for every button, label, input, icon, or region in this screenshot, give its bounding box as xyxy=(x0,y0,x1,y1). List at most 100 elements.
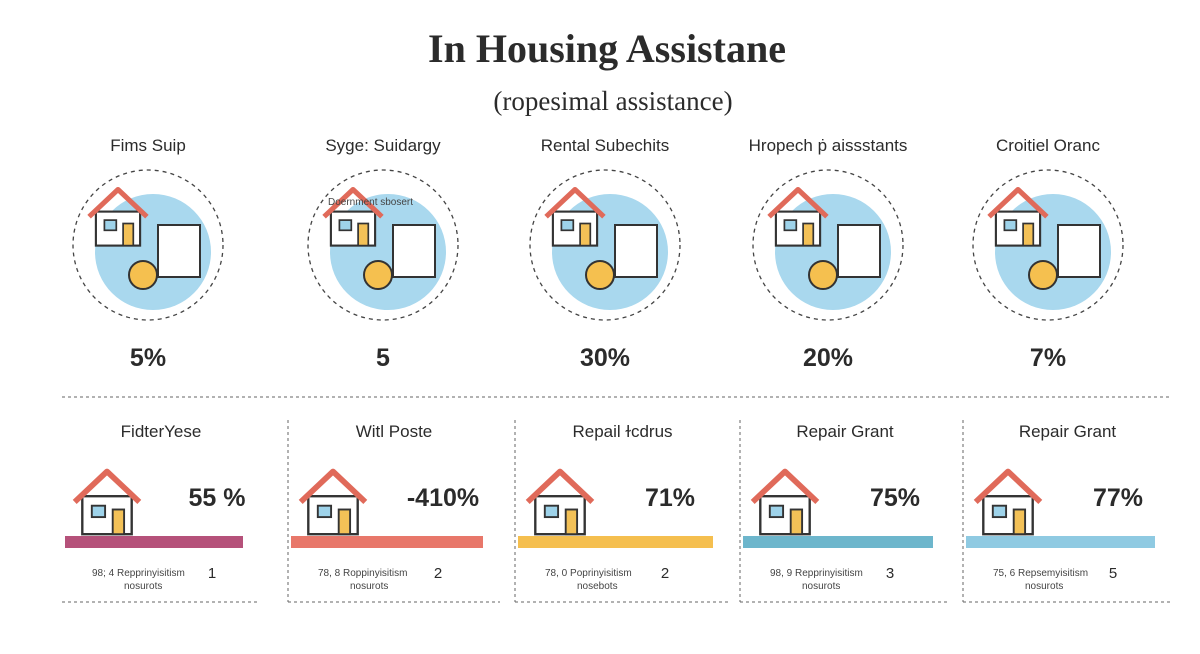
card-note: 78, 0 Poprinyisitism xyxy=(545,568,632,579)
card-note: 98; 4 Repprinyisitism xyxy=(92,568,185,579)
item-value: 30% xyxy=(580,344,630,372)
item-value: 7% xyxy=(1030,344,1066,372)
item-label: Fims Suip xyxy=(110,136,186,155)
card-label: FidterYese xyxy=(121,422,202,441)
card-value: 71% xyxy=(645,484,695,512)
card-value: 75% xyxy=(870,484,920,512)
card-house-icon xyxy=(525,468,595,536)
card-note: nosurots xyxy=(124,581,162,592)
house-icon xyxy=(767,186,829,247)
item-value: 20% xyxy=(803,344,853,372)
coin-icon xyxy=(1028,260,1058,290)
card-number: 2 xyxy=(661,565,669,582)
house-door xyxy=(579,222,592,247)
coin-icon xyxy=(808,260,838,290)
house-roof xyxy=(987,186,1049,219)
card-house-icon xyxy=(298,468,368,536)
house-icon xyxy=(544,186,606,247)
card-bar xyxy=(518,536,713,548)
house-door xyxy=(564,508,579,536)
card-house-icon xyxy=(750,468,820,536)
house-roof xyxy=(87,186,149,219)
doc-icon xyxy=(392,224,436,278)
house-door xyxy=(111,508,126,536)
house-window xyxy=(316,504,333,519)
house-roof xyxy=(298,468,368,504)
item-label: Rental Subechits xyxy=(541,136,670,155)
card-label: Repail ɫcdrus xyxy=(572,422,672,441)
card-note: 98, 9 Repprinyisitism xyxy=(770,568,863,579)
item-value: 5% xyxy=(130,344,166,372)
doc-icon xyxy=(1057,224,1101,278)
house-door xyxy=(357,222,370,247)
card-note: nosurots xyxy=(802,581,840,592)
house-icon xyxy=(322,186,384,247)
doc-icon xyxy=(614,224,658,278)
house-window xyxy=(103,219,118,232)
card-label: Repair Grant xyxy=(796,422,894,441)
item-label: Croitiel Oranc xyxy=(996,136,1100,155)
card-house-icon xyxy=(973,468,1043,536)
card-value: -410% xyxy=(407,484,479,512)
house-window xyxy=(768,504,785,519)
doc-icon xyxy=(157,224,201,278)
icon-ring xyxy=(752,169,904,321)
house-door xyxy=(1022,222,1035,247)
house-window xyxy=(90,504,107,519)
card-number: 2 xyxy=(434,565,442,582)
item-value: 5 xyxy=(376,344,390,372)
coin-icon xyxy=(128,260,158,290)
house-window xyxy=(338,219,353,232)
card-bar xyxy=(743,536,933,548)
house-door xyxy=(802,222,815,247)
house-door xyxy=(789,508,804,536)
coin-icon xyxy=(363,260,393,290)
house-roof xyxy=(767,186,829,219)
icon-text: Doernment sbosert xyxy=(328,197,413,208)
house-icon xyxy=(87,186,149,247)
card-note: nosurots xyxy=(350,581,388,592)
icon-ring xyxy=(972,169,1124,321)
house-icon xyxy=(987,186,1049,247)
card-number: 3 xyxy=(886,565,894,582)
card-bar xyxy=(966,536,1155,548)
card-note: nosebots xyxy=(577,581,618,592)
house-door xyxy=(337,508,352,536)
card-number: 1 xyxy=(208,565,216,582)
house-door xyxy=(1012,508,1027,536)
card-house-icon xyxy=(72,468,142,536)
title: In Housing Assistane xyxy=(428,26,786,71)
subtitle: (ropesimal assistance) xyxy=(493,86,732,116)
card-label: Witl Poste xyxy=(356,422,433,441)
icon-ring xyxy=(307,169,459,321)
house-roof xyxy=(544,186,606,219)
card-value: 77% xyxy=(1093,484,1143,512)
house-roof xyxy=(72,468,142,504)
card-number: 5 xyxy=(1109,565,1117,582)
house-window xyxy=(1003,219,1018,232)
card-bar xyxy=(65,536,243,548)
card-note: nosurots xyxy=(1025,581,1063,592)
house-roof xyxy=(322,186,384,219)
doc-icon xyxy=(837,224,881,278)
card-label: Repair Grant xyxy=(1019,422,1117,441)
house-window xyxy=(991,504,1008,519)
icon-ring xyxy=(529,169,681,321)
house-door xyxy=(122,222,135,247)
item-label: Hropech ṗ aissstants xyxy=(749,136,908,155)
item-label: Syge: Suidargy xyxy=(325,136,441,155)
icon-ring xyxy=(72,169,224,321)
card-bar xyxy=(291,536,483,548)
house-window xyxy=(543,504,560,519)
card-note: 78, 8 Roppinyisitism xyxy=(318,568,407,579)
coin-icon xyxy=(585,260,615,290)
house-window xyxy=(560,219,575,232)
card-value: 55 % xyxy=(189,484,246,512)
card-note: 75, 6 Repsemyisitism xyxy=(993,568,1088,579)
house-window xyxy=(783,219,798,232)
house-roof xyxy=(525,468,595,504)
house-roof xyxy=(750,468,820,504)
house-roof xyxy=(973,468,1043,504)
